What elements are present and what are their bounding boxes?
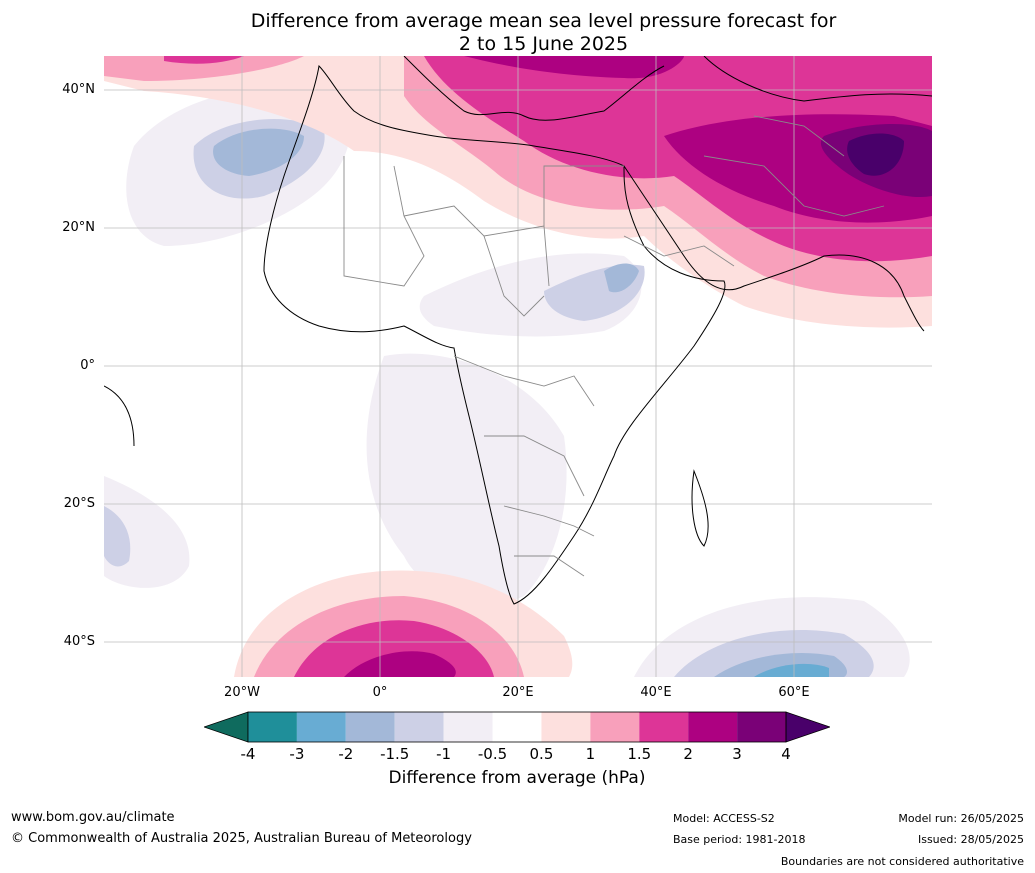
colorbar-segment bbox=[296, 712, 346, 742]
pressure-anomaly-map bbox=[104, 56, 932, 677]
footer-copyright: © Commonwealth of Australia 2025, Austra… bbox=[11, 831, 472, 846]
colorbar bbox=[202, 710, 832, 744]
lon-label-0: 0° bbox=[372, 685, 388, 700]
footer-website: www.bom.gov.au/climate bbox=[11, 810, 175, 825]
lat-label-20n: 20°N bbox=[62, 220, 95, 235]
colorbar-segment bbox=[639, 712, 689, 742]
lat-label-20s: 20°S bbox=[63, 496, 95, 511]
lat-label-40s: 40°S bbox=[63, 634, 95, 649]
colorbar-tick-label: -0.5 bbox=[477, 745, 508, 763]
coastlines bbox=[104, 56, 932, 605]
footer-base-period: Base period: 1981-2018 bbox=[673, 833, 806, 846]
lon-label-20e: 20°E bbox=[502, 685, 534, 700]
colorbar-segment bbox=[492, 712, 542, 742]
colorbar-tick-label: 1 bbox=[585, 745, 596, 763]
colorbar-segment bbox=[345, 712, 395, 742]
colorbar-tick-label: 0.5 bbox=[529, 745, 554, 763]
colorbar-tick-label: 1.5 bbox=[627, 745, 652, 763]
country-borders bbox=[343, 115, 885, 577]
colorbar-extend-low bbox=[202, 711, 249, 743]
lat-label-equator: 0° bbox=[80, 358, 95, 373]
lon-label-40e: 40°E bbox=[640, 685, 672, 700]
colorbar-tick-label: 2 bbox=[683, 745, 693, 763]
lat-label-40n: 40°N bbox=[62, 82, 95, 97]
colorbar-segment bbox=[394, 712, 444, 742]
colorbar-segment bbox=[443, 712, 493, 742]
colorbar-label: Difference from average (hPa) bbox=[388, 768, 646, 788]
lon-label-20w: 20°W bbox=[224, 685, 260, 700]
colorbar-tick-label: -1.5 bbox=[380, 745, 410, 763]
colorbar-segment bbox=[737, 712, 786, 742]
positive-anomaly-shading bbox=[104, 56, 932, 677]
title-line-1: Difference from average mean sea level p… bbox=[250, 10, 837, 32]
colorbar-extend-high bbox=[785, 711, 832, 743]
colorbar-segment bbox=[541, 712, 591, 742]
lon-label-60e: 60°E bbox=[778, 685, 810, 700]
colorbar-tick-label: -2 bbox=[338, 745, 354, 763]
colorbar-segment bbox=[688, 712, 738, 742]
footer-issued: Issued: 28/05/2025 bbox=[917, 833, 1024, 846]
title-line-2: 2 to 15 June 2025 bbox=[458, 33, 629, 55]
negative-anomaly-shading bbox=[104, 88, 910, 677]
colorbar-tick-label: -3 bbox=[289, 745, 305, 763]
colorbar-tick-label: -1 bbox=[436, 745, 452, 763]
footer-model-run: Model run: 26/05/2025 bbox=[898, 812, 1024, 825]
colorbar-tick-label: -4 bbox=[240, 745, 256, 763]
chart-title: Difference from average mean sea level p… bbox=[0, 10, 1035, 56]
graticule bbox=[104, 56, 932, 677]
colorbar-tick-label: 3 bbox=[732, 745, 742, 763]
footer-model: Model: ACCESS-S2 bbox=[673, 812, 775, 825]
footer-disclaimer: Boundaries are not considered authoritat… bbox=[780, 855, 1024, 868]
colorbar-tick-label: 4 bbox=[781, 745, 791, 763]
colorbar-frame bbox=[247, 711, 787, 743]
colorbar-segment bbox=[590, 712, 640, 742]
colorbar-segment bbox=[248, 712, 297, 742]
